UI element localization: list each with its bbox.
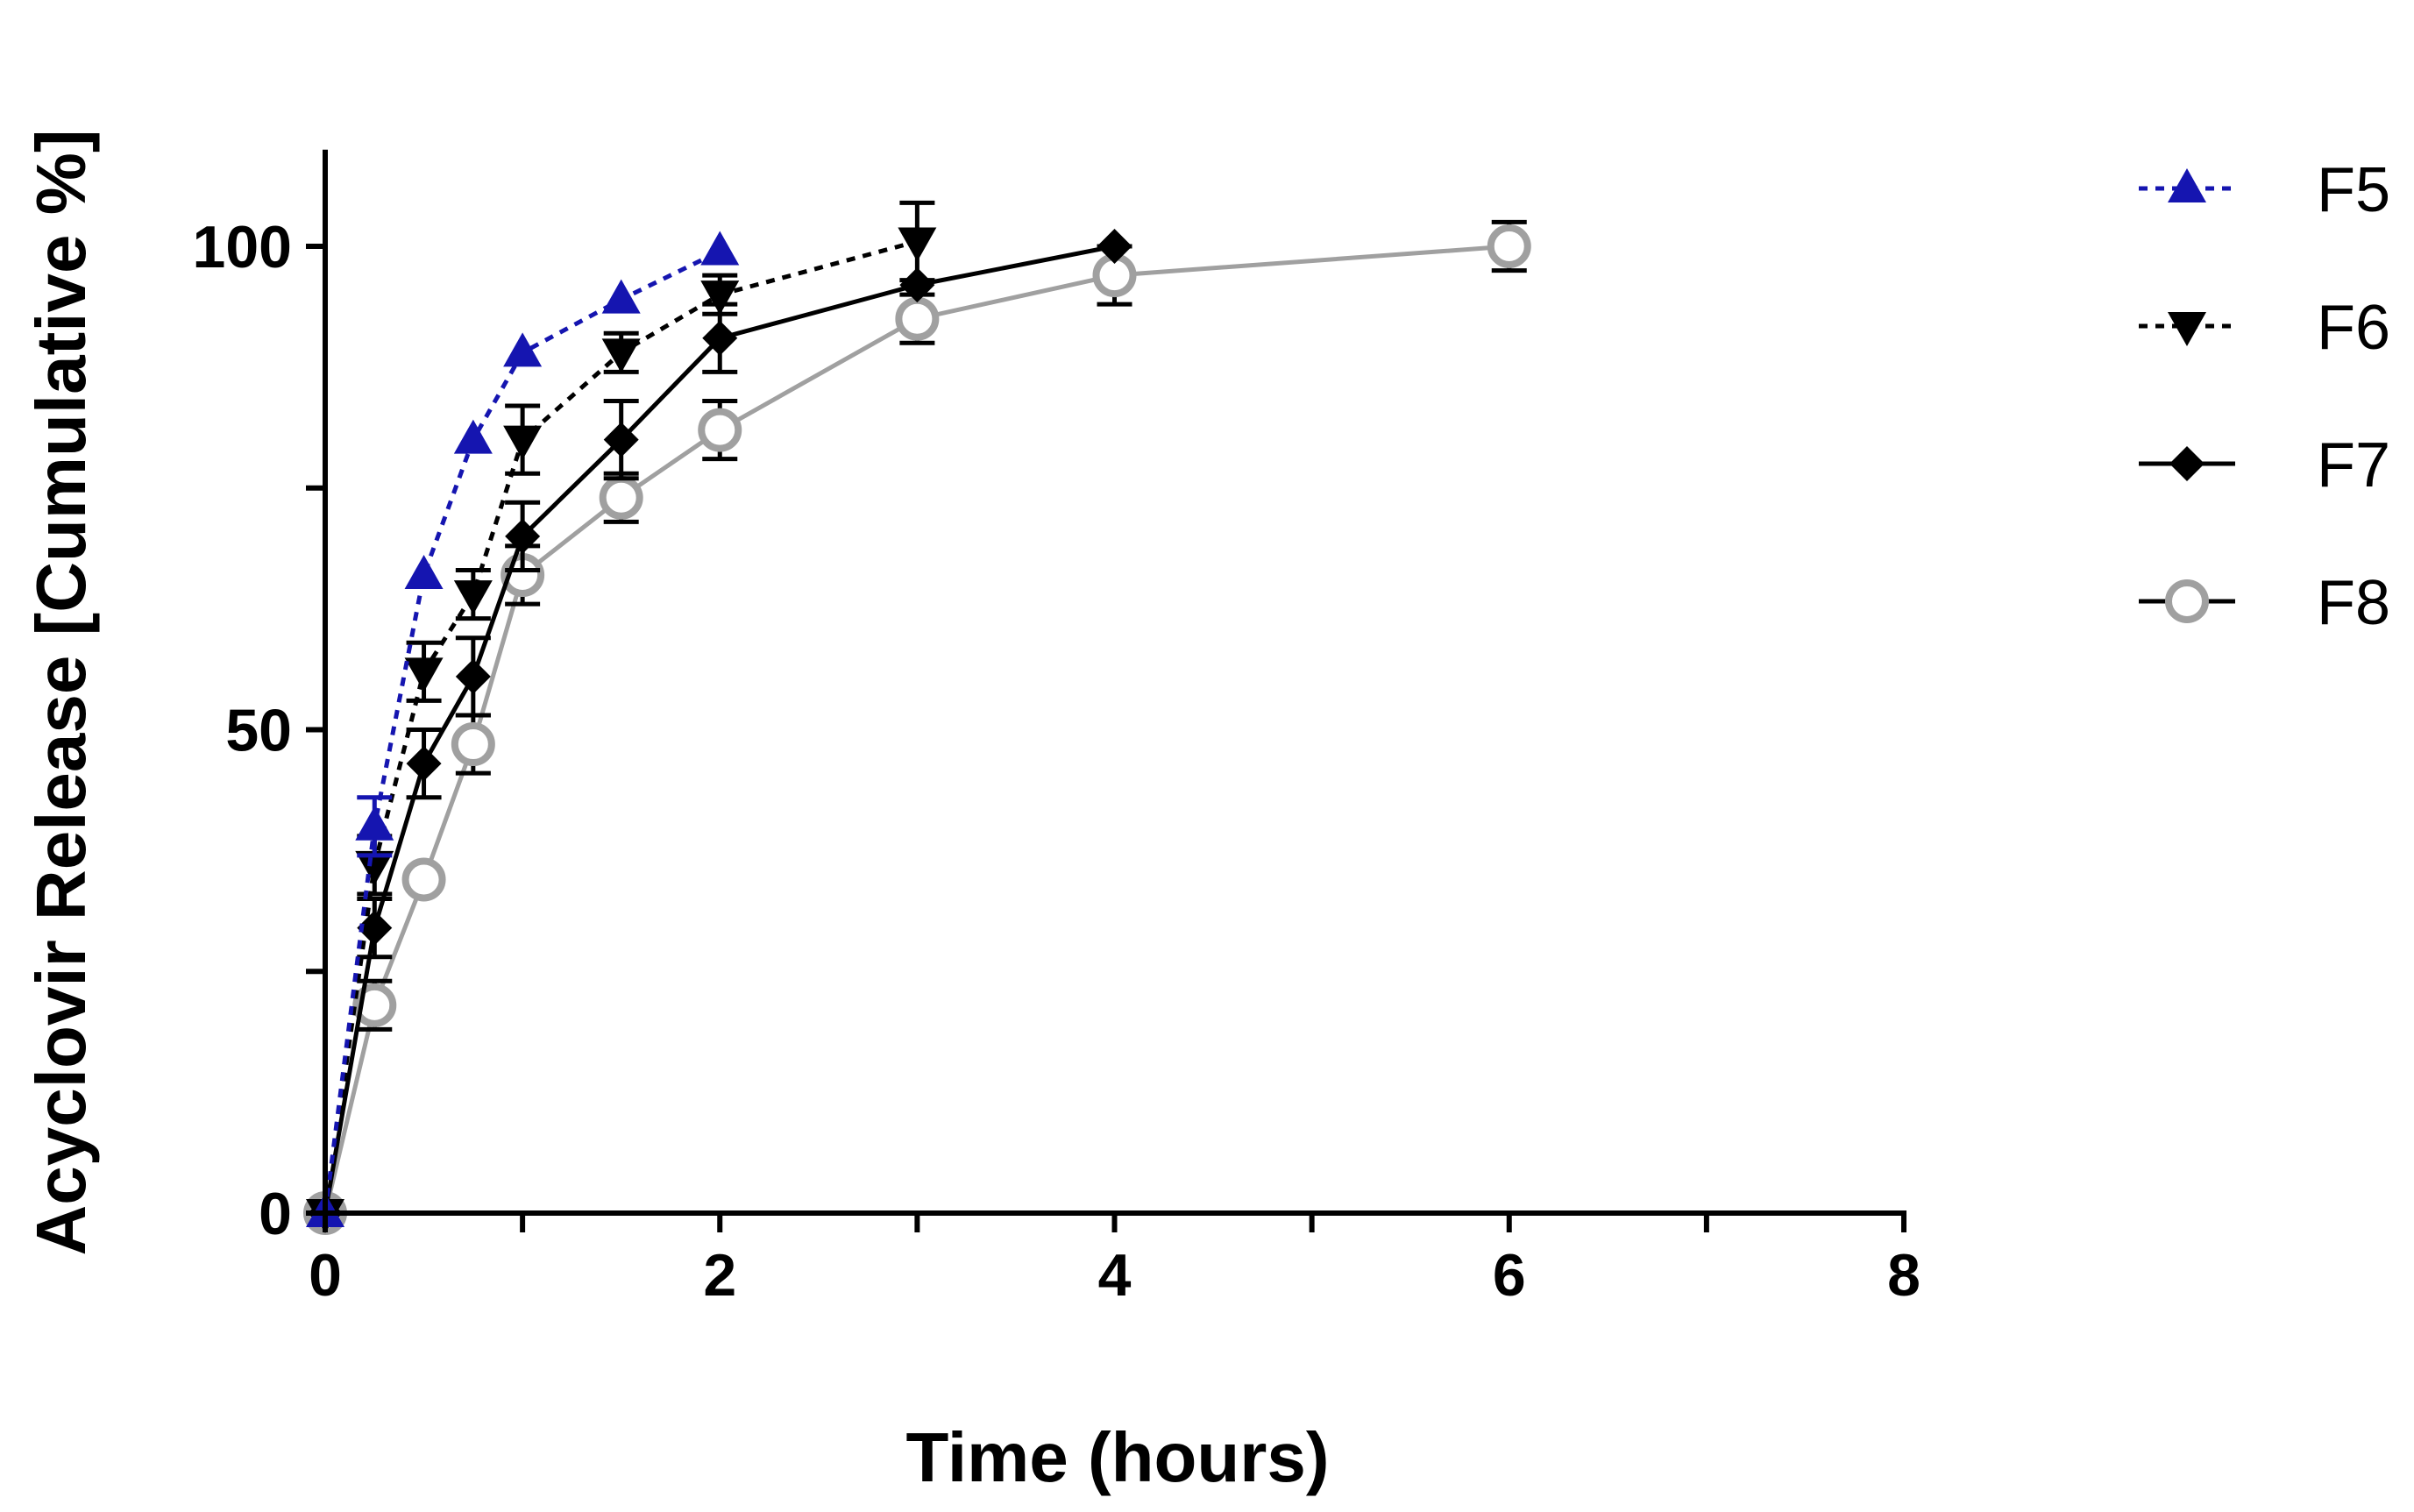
legend-item-f8: F8 [2139, 568, 2390, 638]
data-point-f8-1 [352, 983, 397, 1027]
series-f6 [306, 200, 937, 1233]
legend-label-f6: F6 [2317, 293, 2390, 363]
axes: 0 2 4 6 8 0 50 100 [193, 149, 1921, 1309]
data-point-f7-1 [357, 910, 393, 946]
x-tick-label-2: 2 [703, 1242, 736, 1309]
series-f8 [303, 219, 1531, 1235]
data-point-f5-1 [355, 806, 394, 841]
legend-marker-f8 [2165, 579, 2209, 623]
data-point-f6-4 [503, 425, 543, 460]
legend-marker-f7 [2169, 446, 2205, 481]
y-tick-label-100: 100 [193, 214, 292, 280]
series-line-f6 [323, 239, 919, 1214]
data-point-f5-2 [404, 555, 444, 590]
data-point-f6-1 [355, 850, 394, 885]
y-tick-label-50: 50 [225, 698, 292, 764]
x-axis-title: Time (hours) [905, 1418, 1329, 1496]
series-line-f8 [323, 244, 1509, 1214]
data-point-f6-7 [898, 227, 937, 262]
legend-item-f5: F5 [2139, 155, 2390, 225]
legend-label-f5: F5 [2317, 155, 2390, 225]
legend-item-f6: F6 [2139, 293, 2390, 363]
series-line-f7 [323, 244, 1115, 1214]
plot-area [303, 200, 1531, 1235]
data-point-f5-4 [503, 332, 543, 367]
data-point-f7-8 [1097, 229, 1132, 264]
data-point-f8-5 [599, 475, 643, 520]
data-point-f8-6 [698, 408, 742, 452]
x-tick-label-6: 6 [1493, 1242, 1526, 1309]
legend-marker-f6 [2168, 312, 2206, 346]
y-axis-title: Acyclovir Release [Cumulative %] [22, 130, 100, 1256]
x-tick-label-4: 4 [1098, 1242, 1132, 1309]
data-point-f8-7 [895, 296, 940, 341]
data-point-f7-3 [455, 658, 491, 694]
series-line-f5 [323, 249, 721, 1214]
legend: F5 F6 F7 F8 [2139, 155, 2390, 638]
data-point-f8-9 [1487, 224, 1531, 268]
data-point-f7-6 [702, 320, 738, 356]
data-point-f6-5 [601, 338, 641, 373]
data-point-f7-7 [899, 267, 935, 303]
series-f5 [306, 231, 740, 1227]
data-point-f7-2 [406, 746, 442, 782]
data-point-f6-3 [453, 580, 493, 615]
legend-marker-f5 [2168, 168, 2206, 202]
legend-item-f7: F7 [2139, 430, 2390, 500]
x-tick-label-8: 8 [1887, 1242, 1921, 1309]
data-point-f7-5 [603, 422, 639, 458]
series-f7 [308, 229, 1132, 1231]
legend-label-f8: F8 [2317, 568, 2390, 638]
legend-label-f7: F7 [2317, 430, 2390, 500]
data-point-f5-6 [700, 231, 740, 266]
data-point-f8-2 [401, 857, 446, 902]
data-point-f8-3 [451, 722, 495, 767]
y-tick-label-0: 0 [259, 1181, 292, 1247]
data-point-f6-6 [700, 280, 740, 316]
data-point-f7-4 [505, 518, 541, 554]
data-point-f5-5 [601, 279, 641, 314]
data-point-f6-2 [404, 657, 444, 692]
x-tick-label-0: 0 [309, 1242, 342, 1309]
data-point-f5-3 [453, 419, 493, 454]
